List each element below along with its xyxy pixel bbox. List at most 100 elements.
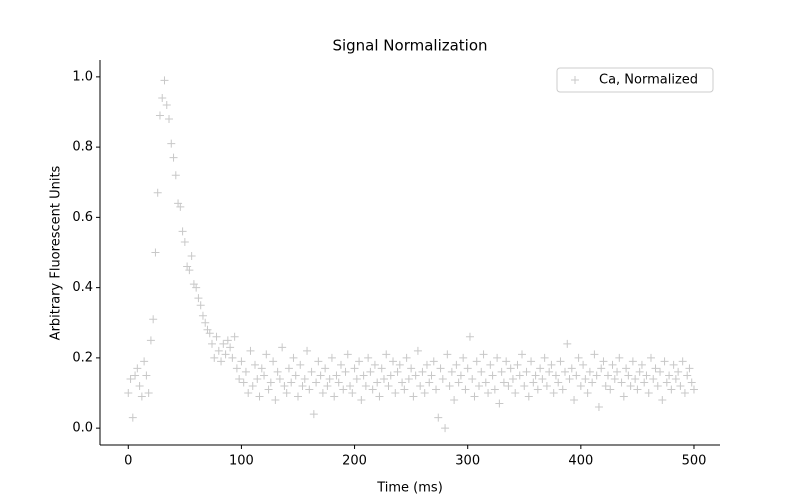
y-tick-label: 0.6	[72, 210, 93, 225]
data-point	[520, 381, 529, 390]
data-point	[418, 367, 427, 376]
data-point	[198, 311, 207, 320]
data-point	[165, 115, 174, 124]
data-point	[646, 353, 655, 362]
data-point	[289, 353, 298, 362]
data-point	[282, 389, 291, 398]
data-point	[567, 364, 576, 373]
data-point	[169, 153, 178, 162]
data-point	[386, 371, 395, 380]
data-point	[554, 378, 563, 387]
y-tick-label: 0.0	[72, 421, 93, 436]
data-point	[495, 399, 504, 408]
data-point	[475, 381, 484, 390]
data-point	[513, 360, 522, 369]
data-point	[364, 353, 373, 362]
data-point	[678, 357, 687, 366]
data-point	[615, 353, 624, 362]
data-point	[400, 385, 409, 394]
x-tick-label: 400	[568, 454, 593, 469]
data-point	[146, 336, 155, 345]
data-point	[484, 389, 493, 398]
data-point	[411, 371, 420, 380]
y-tick-label: 0.4	[72, 280, 93, 295]
data-point	[260, 371, 269, 380]
data-point	[416, 381, 425, 390]
data-point	[658, 396, 667, 405]
data-point	[273, 367, 282, 376]
data-point	[316, 371, 325, 380]
data-point	[533, 385, 542, 394]
data-point	[649, 374, 658, 383]
x-tick-label: 200	[342, 454, 367, 469]
data-point	[601, 381, 610, 390]
data-point	[432, 385, 441, 394]
data-point	[538, 374, 547, 383]
data-point	[583, 389, 592, 398]
data-point	[314, 357, 323, 366]
data-point	[472, 357, 481, 366]
data-point	[527, 357, 536, 366]
data-point	[131, 371, 140, 380]
data-point	[452, 360, 461, 369]
data-point	[637, 360, 646, 369]
data-point	[470, 392, 479, 401]
data-point	[180, 237, 189, 246]
data-point	[171, 171, 180, 180]
data-point	[402, 353, 411, 362]
data-point	[287, 378, 296, 387]
data-point	[447, 367, 456, 376]
data-point	[341, 367, 350, 376]
data-point	[493, 353, 502, 362]
data-point	[518, 350, 527, 359]
data-point	[219, 339, 228, 348]
data-point	[549, 389, 558, 398]
data-point	[398, 378, 407, 387]
data-point	[307, 367, 316, 376]
data-point	[217, 357, 226, 366]
data-point	[477, 367, 486, 376]
data-point	[551, 371, 560, 380]
data-point	[613, 367, 622, 376]
data-point	[393, 367, 402, 376]
data-point	[155, 111, 164, 120]
data-point	[479, 350, 488, 359]
data-point	[300, 374, 309, 383]
data-point	[149, 315, 158, 324]
data-point	[687, 378, 696, 387]
data-point	[486, 360, 495, 369]
data-point	[176, 202, 185, 211]
data-point	[438, 374, 447, 383]
data-point	[187, 252, 196, 261]
data-point	[379, 374, 388, 383]
data-point	[350, 364, 359, 373]
y-tick-label: 0.8	[72, 140, 93, 155]
data-point	[561, 367, 569, 376]
data-point	[608, 360, 617, 369]
data-point	[228, 353, 237, 362]
data-point	[291, 371, 300, 380]
data-point	[522, 367, 531, 376]
data-point	[368, 385, 377, 394]
data-point	[631, 374, 640, 383]
data-point	[251, 360, 259, 369]
x-tick-label: 0	[124, 454, 132, 469]
data-point	[680, 389, 689, 398]
data-point	[275, 374, 284, 383]
data-point	[676, 381, 685, 390]
data-point	[241, 367, 250, 376]
data-point	[617, 378, 626, 387]
data-point	[576, 381, 585, 390]
data-point	[579, 360, 588, 369]
data-point	[434, 413, 443, 422]
data-point	[339, 385, 348, 394]
data-point	[669, 360, 678, 369]
data-point	[441, 424, 450, 433]
data-point	[488, 371, 497, 380]
data-point	[318, 389, 327, 398]
data-point	[404, 374, 413, 383]
data-point	[269, 357, 278, 366]
data-point	[529, 378, 538, 387]
data-point	[377, 364, 386, 373]
data-point	[640, 378, 649, 387]
